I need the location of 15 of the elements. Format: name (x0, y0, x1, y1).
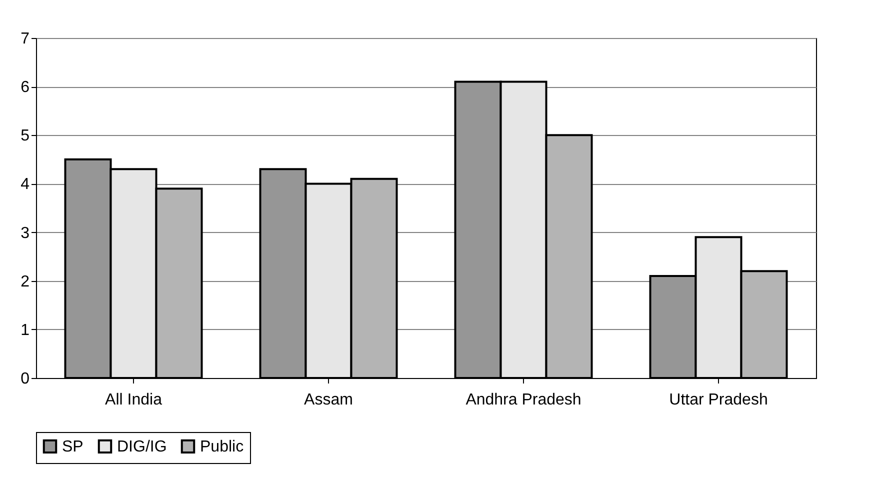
y-tick-label: 7 (20, 30, 30, 48)
y-tick-label: 3 (20, 224, 30, 242)
legend-label: SP (62, 438, 84, 456)
y-tick-label: 0 (20, 370, 30, 388)
legend-label: Public (200, 438, 244, 456)
x-tick-label: Assam (304, 392, 353, 408)
y-tick-label: 2 (20, 273, 30, 290)
y-tick-label: 5 (20, 128, 30, 145)
y-tick-label: 4 (20, 176, 30, 194)
legend-label: DIG/IG (117, 438, 167, 456)
x-tick-label: Uttar Pradesh (669, 392, 768, 408)
y-tick-label: 1 (20, 322, 30, 339)
x-tick-label: All India (105, 392, 162, 408)
y-tick-label: 6 (20, 79, 30, 96)
x-tick-label: Andhra Pradesh (466, 392, 582, 408)
